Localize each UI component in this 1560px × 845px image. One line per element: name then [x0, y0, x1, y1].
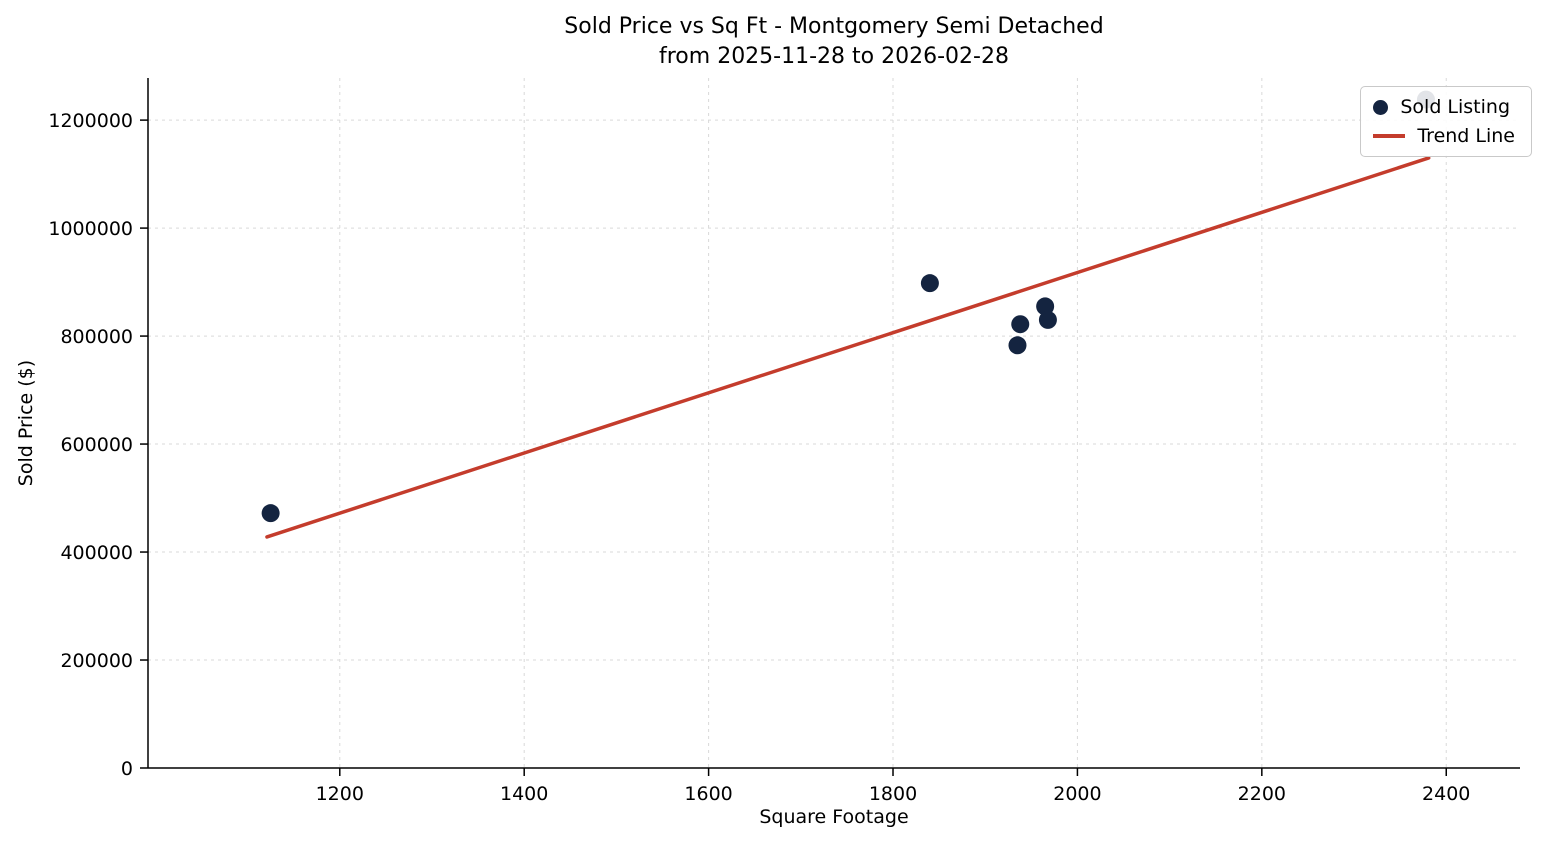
legend-label-trend-line: Trend Line — [1417, 125, 1515, 147]
x-tick-label: 2400 — [1422, 783, 1470, 805]
x-tick-label: 1800 — [869, 783, 917, 805]
y-tick-label: 800000 — [60, 326, 133, 348]
y-tick-label: 600000 — [60, 434, 133, 456]
data-point — [1036, 297, 1055, 316]
trend-line-marker-icon — [1373, 134, 1406, 138]
legend: Sold Listing Trend Line — [1360, 86, 1532, 157]
y-tick-label: 1200000 — [48, 110, 133, 132]
data-point — [920, 274, 939, 293]
x-tick-label: 1600 — [684, 783, 732, 805]
trend-line — [265, 156, 1431, 539]
data-point — [1011, 315, 1030, 334]
chart-title-line1: Sold Price vs Sq Ft - Montgomery Semi De… — [564, 14, 1104, 39]
y-tick-label: 200000 — [60, 650, 133, 672]
legend-item-trend-line: Trend Line — [1373, 125, 1515, 147]
x-tick-label: 2200 — [1238, 783, 1286, 805]
legend-label-sold-listing: Sold Listing — [1400, 96, 1511, 118]
x-tick-label: 1200 — [316, 783, 364, 805]
data-point — [261, 504, 280, 523]
data-point — [1038, 310, 1057, 329]
y-tick-label: 0 — [121, 758, 133, 780]
y-tick-label: 1000000 — [48, 218, 133, 240]
sold-listing-marker-icon — [1373, 99, 1389, 115]
x-tick-label: 1400 — [500, 783, 548, 805]
y-axis-label: Sold Price ($) — [15, 359, 37, 487]
chart-title-line2: from 2025-11-28 to 2026-02-28 — [659, 44, 1009, 69]
legend-item-sold-listing: Sold Listing — [1373, 96, 1515, 118]
data-point — [1008, 336, 1027, 355]
x-tick-label: 2000 — [1053, 783, 1101, 805]
y-tick-label: 400000 — [60, 542, 133, 564]
x-axis-label: Square Footage — [759, 806, 909, 828]
chart-title: Sold Price vs Sq Ft - Montgomery Semi De… — [148, 12, 1520, 72]
